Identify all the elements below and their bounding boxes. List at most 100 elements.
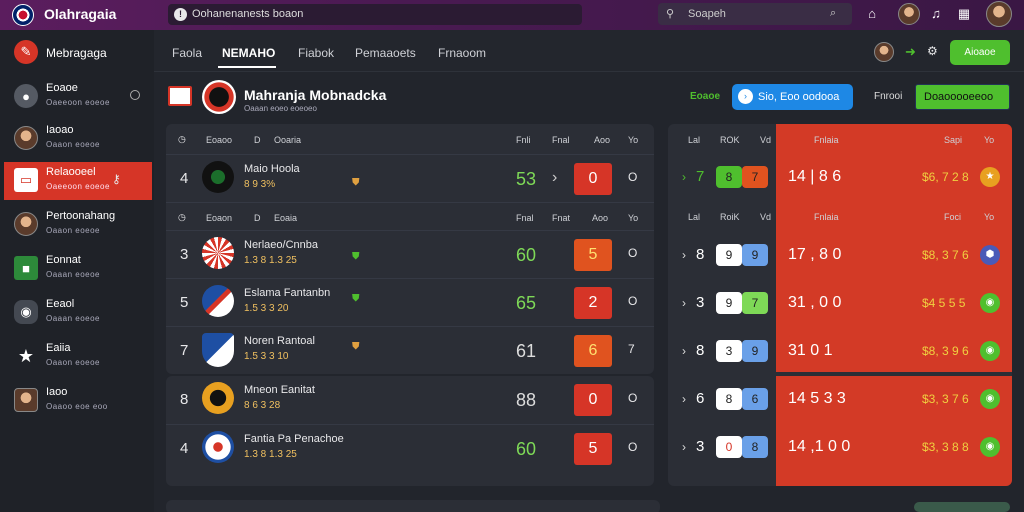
odds-value: 14 | 8 6 <box>788 168 842 185</box>
score-box[interactable]: 5 <box>574 433 612 465</box>
grid-icon[interactable]: ▦ <box>957 6 971 21</box>
ball-icon[interactable]: ◉ <box>980 389 1000 409</box>
team-name: Eslama Fantanbn <box>244 287 331 299</box>
row-mark[interactable]: O <box>628 170 638 184</box>
row-mark[interactable]: O <box>628 294 638 308</box>
profile-avatar[interactable] <box>986 1 1012 27</box>
table-row[interactable]: 5 Eslama Fantanbn 1.5 3 3 20 ⛊ 65 2 O <box>166 278 654 326</box>
odds-pill-a[interactable]: 9 <box>716 244 742 266</box>
app-brand[interactable]: Olahragaia <box>44 6 117 22</box>
shield-icon: ⛊ <box>352 341 360 352</box>
sidebar-item-label: Pertoonahang <box>46 210 116 222</box>
ball-icon[interactable]: ◉ <box>980 341 1000 361</box>
odds-pill-b[interactable]: 7 <box>742 166 768 188</box>
odds-row[interactable]: › 3 0 8 14 ,1 0 0 $3, 3 8 8 ◉ <box>668 424 1012 472</box>
odds-row[interactable]: › 3 9 7 31 , 0 0 $4 5 5 5 ◉ <box>668 280 1012 328</box>
team-name: Mneon Eanitat <box>244 384 315 396</box>
arrow-icon: › <box>682 248 686 262</box>
row-value: 6 <box>696 390 705 407</box>
green-action-box[interactable]: Doaooooeeoo <box>915 84 1010 110</box>
tab-3[interactable]: Fiabok <box>298 46 335 60</box>
ball-icon[interactable]: ◉ <box>980 437 1000 457</box>
column-header: Yo <box>628 213 639 223</box>
odds-value: 14 5 3 3 <box>788 390 846 407</box>
odds-pill-a[interactable]: 0 <box>716 436 742 458</box>
sidebar-item-6[interactable]: ◉ Eeaol Oaaan eoeoe <box>4 294 152 332</box>
sidebar-item-8[interactable]: Iaoo Oaaoo eoe eoo <box>4 382 152 420</box>
tab-4[interactable]: Pemaaoets <box>355 46 416 60</box>
table-row[interactable]: 4 Maio Hoola 8 9 3% ⛊ 53 › 0 O <box>166 154 654 202</box>
team-crest-icon <box>202 285 234 317</box>
row-mark[interactable]: O <box>628 246 638 260</box>
row-mark[interactable]: O <box>628 391 638 405</box>
radio-toggle[interactable] <box>130 90 140 100</box>
main-search-bar[interactable]: ! Oohanenanests boaon <box>168 4 582 25</box>
odds-pill-a[interactable]: 8 <box>716 388 742 410</box>
table-row[interactable]: 8 Mneon Eanitat 8 6 3 28 88 0 O <box>166 376 654 424</box>
odds-pill-b[interactable]: 8 <box>742 436 768 458</box>
tab-1[interactable]: Faola <box>172 46 203 60</box>
odds-pill-a[interactable]: 9 <box>716 292 742 314</box>
score-box[interactable]: 0 <box>574 384 612 416</box>
table-row[interactable]: 4 Fantia Pa Penachoe 1.3 8 1.3 25 60 5 O <box>166 424 654 472</box>
score-box[interactable]: 2 <box>574 287 612 319</box>
magnifier-icon[interactable]: ⌕ <box>830 7 837 19</box>
sidebar-item-7[interactable]: ★ Eaiia Oaaon eoeoe <box>4 338 152 376</box>
sidebar-item-home[interactable]: ✎ Mebragaga <box>4 34 152 72</box>
arrow-icon[interactable]: ➜ <box>905 44 916 59</box>
odds-pill-b[interactable]: 9 <box>742 244 768 266</box>
tab-5[interactable]: Frnaoom <box>438 46 487 60</box>
bell-icon[interactable]: ♫ <box>931 6 941 21</box>
money-value: $6, 7 2 8 <box>922 170 969 184</box>
sidebar: ✎ Mebragaga ● Eoaoe Oaeeoon eoeoe Iaoao … <box>0 30 154 512</box>
row-value: 3 <box>696 294 705 311</box>
sidebar-item-5[interactable]: ■ Eonnat Oaaan eoeoe <box>4 250 152 288</box>
user-icon <box>14 126 38 150</box>
flag-icon[interactable] <box>12 4 34 26</box>
star-icon[interactable]: ★ <box>980 167 1000 187</box>
bottom-bar <box>914 502 1010 512</box>
sidebar-item-4[interactable]: Pertoonahang Oaaon eoeoe <box>4 206 152 244</box>
column-header: Lal <box>688 212 701 222</box>
secondary-search-input[interactable]: ⚲ Soapeh ⌕ <box>658 3 852 25</box>
sidebar-item-1[interactable]: ● Eoaoe Oaeeoon eoeoe <box>4 78 152 116</box>
info-button[interactable]: › Sio, Eoo oodooa <box>732 84 853 110</box>
team-crest-icon <box>202 382 234 414</box>
row-mark[interactable]: 7 <box>628 342 635 356</box>
table-row[interactable]: 3 Nerlaeo/Cnnba 1.3 8 1.3 25 ⛊ 60 5 O <box>166 230 654 278</box>
odds-pill-a[interactable]: 3 <box>716 340 742 362</box>
hex-icon[interactable]: ⬢ <box>980 245 1000 265</box>
action-button[interactable]: Aioaoe <box>950 40 1010 65</box>
odds-pill-b[interactable]: 7 <box>742 292 768 314</box>
row-mark[interactable]: O <box>628 440 638 454</box>
tab-2[interactable]: NEMAHO <box>222 46 276 60</box>
score-box[interactable]: 6 <box>574 335 612 367</box>
sidebar-item-sub: Oaaon eoeoe <box>46 226 100 235</box>
odds-row[interactable]: › 8 3 9 31 0 1 $8, 3 9 6 ◉ <box>668 328 1012 376</box>
score-box[interactable]: 0 <box>574 163 612 195</box>
user-avatar[interactable] <box>898 3 920 25</box>
odds-pill-b[interactable]: 6 <box>742 388 768 410</box>
separator: › <box>552 169 558 186</box>
odds-row[interactable]: › 6 8 6 14 5 3 3 $3, 3 7 6 ◉ <box>668 376 1012 424</box>
money-value: $8, 3 7 6 <box>922 248 969 262</box>
arrow-icon: › <box>682 296 686 310</box>
odds-pill-a[interactable]: 8 <box>716 166 742 188</box>
home-icon[interactable]: ⌂ <box>868 6 876 21</box>
sidebar-item-2[interactable]: Iaoao Oaaon eoeoe <box>4 120 152 158</box>
tab-avatar[interactable] <box>874 42 894 62</box>
sidebar-item-3[interactable]: ▭ Relaooeel Oaeeoon eoeoe ⚷ <box>4 162 152 200</box>
odds-pill-b[interactable]: 9 <box>742 340 768 362</box>
odds-value: 14 ,1 0 0 <box>788 438 851 455</box>
team-odds: 1.5 3 3 10 <box>244 351 289 362</box>
odds-row[interactable]: › 7 8 7 14 | 8 6 $6, 7 2 8 ★ <box>668 154 1012 202</box>
sidebar-item-sub: Oaeeoon eoeoe <box>46 98 110 107</box>
ball-icon[interactable]: ◉ <box>980 293 1000 313</box>
table-row[interactable]: 7 Noren Rantoal 1.5 3 3 10 ⛊ 61 6 7 <box>166 326 654 374</box>
score-box[interactable]: 5 <box>574 239 612 271</box>
settings-icon[interactable]: ⚙ <box>927 44 938 58</box>
odds-row[interactable]: › 8 9 9 17 , 8 0 $8, 3 7 6 ⬢ <box>668 232 1012 280</box>
column-header: Aoo <box>594 135 611 145</box>
score-value: 61 <box>516 341 537 361</box>
star-icon: ★ <box>17 345 35 366</box>
